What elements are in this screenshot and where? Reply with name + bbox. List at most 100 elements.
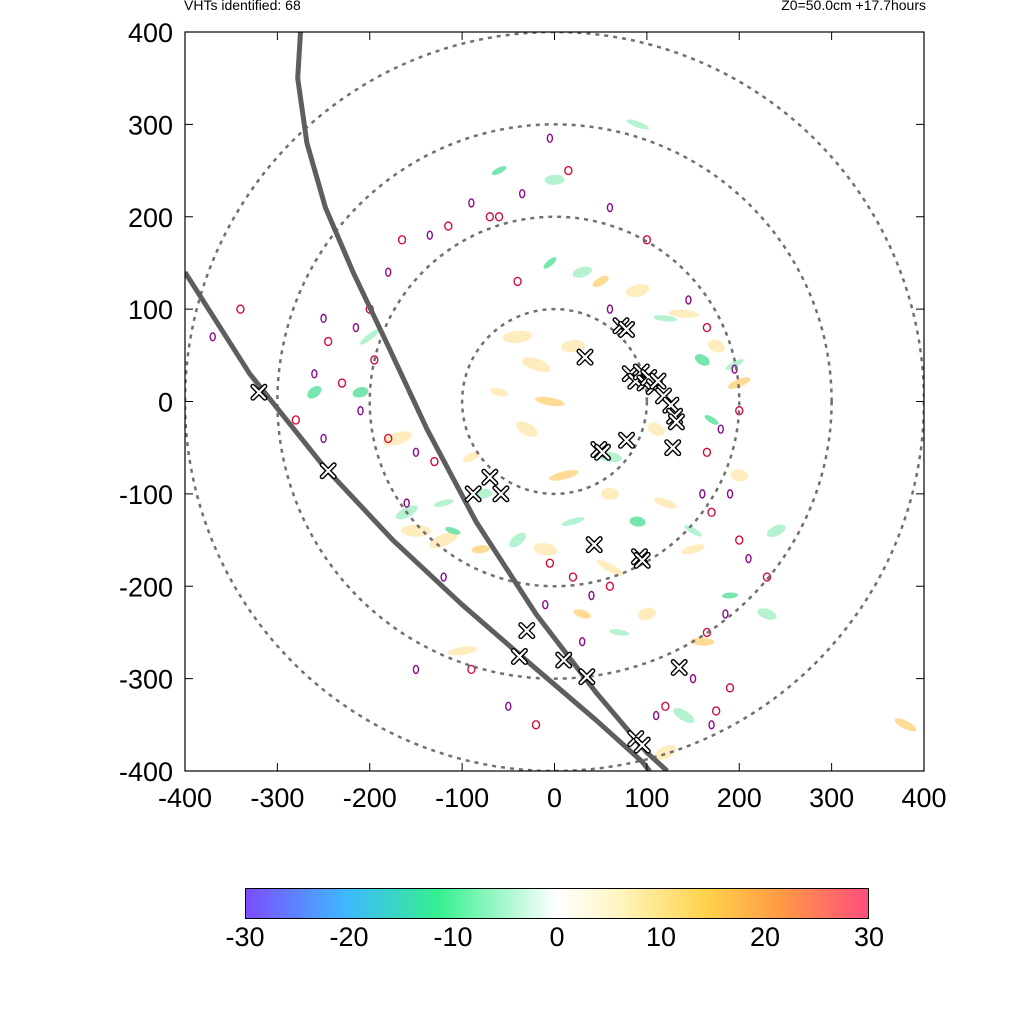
vht-marker <box>633 551 651 569</box>
negative-anomaly-patch <box>609 629 630 636</box>
positive-anomaly-patch <box>549 470 579 481</box>
positive-anomaly-patch <box>490 387 508 397</box>
positive-anomaly-patch <box>533 542 558 556</box>
updraft-contour <box>579 636 586 647</box>
updraft-contour <box>745 553 752 564</box>
vht-marker <box>618 320 636 338</box>
vht-marker <box>555 651 573 669</box>
y-tick-label: 400 <box>128 18 173 48</box>
vht-marker <box>250 383 268 401</box>
updraft-contour <box>531 720 541 730</box>
colorbar-tick-label: 10 <box>645 922 677 952</box>
positive-anomaly-patch <box>654 745 677 760</box>
negative-anomaly-patch <box>491 166 507 175</box>
vht-marker <box>578 668 596 686</box>
updraft-contour <box>652 710 660 721</box>
range-rings-layer <box>185 32 924 771</box>
y-tick-label: 200 <box>128 203 173 233</box>
negative-anomaly-patch <box>561 517 585 526</box>
colorbar-tick-label: 20 <box>749 922 781 952</box>
negative-anomaly-patch <box>433 499 454 507</box>
negative-anomaly-patch <box>509 532 526 548</box>
y-tick-label: -100 <box>119 480 173 510</box>
updraft-contour <box>320 313 327 324</box>
updraft-contour <box>385 267 392 277</box>
vht-marker <box>585 536 603 554</box>
updraft-contour <box>444 221 453 231</box>
updraft-contour <box>337 378 347 388</box>
positive-anomaly-patch <box>521 357 551 373</box>
updraft-contour <box>320 433 327 444</box>
updraft-contour <box>735 406 744 416</box>
negative-anomaly-patch <box>653 315 678 322</box>
positive-anomaly-patch <box>447 646 477 656</box>
range-ring <box>460 307 649 496</box>
positive-anomaly-patch <box>471 545 490 554</box>
updraft-contour <box>605 581 615 591</box>
positive-anomaly-patch <box>668 309 699 318</box>
y-tick-label: 0 <box>158 388 173 418</box>
vht-marker <box>664 439 682 457</box>
vht-marker <box>594 443 612 461</box>
updraft-contour <box>384 433 393 444</box>
y-tick-label: 100 <box>128 295 173 325</box>
updraft-contour <box>568 572 578 582</box>
updraft-contour <box>542 600 549 610</box>
colorbar <box>245 888 869 919</box>
vht-markers-layer <box>250 317 688 754</box>
positive-anomaly-patch <box>400 524 431 537</box>
y-tick-label: -400 <box>119 757 173 787</box>
updraft-contour <box>412 664 420 675</box>
updraft-contour <box>699 489 706 499</box>
x-tick-label: 200 <box>717 783 762 813</box>
negative-anomaly-patch <box>544 174 565 185</box>
updraft-contour <box>403 498 410 508</box>
positive-anomaly-patch <box>383 431 412 446</box>
negative-anomaly-patch <box>629 516 646 527</box>
x-tick-label: -200 <box>343 783 397 813</box>
updraft-contour <box>352 322 360 333</box>
vht-marker <box>492 485 510 503</box>
positive-anomaly-patch <box>573 609 591 619</box>
negative-anomaly-patch <box>352 387 369 398</box>
negative-anomaly-patch <box>673 708 695 724</box>
vht-marker <box>670 659 688 677</box>
updraft-contour <box>440 572 447 582</box>
positive-anomaly-patch <box>638 607 656 621</box>
negative-anomaly-patch <box>704 415 719 425</box>
negative-anomaly-patch <box>694 354 710 366</box>
updraft-contour <box>711 706 721 716</box>
updraft-contour <box>661 701 670 712</box>
updraft-contour <box>209 332 216 342</box>
colorbar-tick-label: 30 <box>853 922 885 952</box>
vht-marker <box>667 413 685 431</box>
negative-anomaly-patch <box>307 386 322 399</box>
x-tick-label: 400 <box>901 783 946 813</box>
positive-anomaly-patch <box>515 421 538 438</box>
vht-marker <box>464 485 482 503</box>
updraft-contour <box>494 212 504 222</box>
updraft-contour <box>702 627 712 638</box>
positive-anomaly-patch <box>653 497 677 509</box>
vht-marker <box>510 647 528 665</box>
updraft-contour <box>702 322 712 333</box>
positive-anomaly-patch <box>592 275 609 288</box>
positive-anomaly-patch <box>728 377 751 389</box>
vht-marker <box>649 372 667 390</box>
negative-anomaly-patch <box>684 525 702 537</box>
updraft-contour <box>722 609 729 619</box>
positive-anomaly-patch <box>730 469 749 482</box>
negative-anomaly-patch <box>626 119 649 130</box>
vht-marker <box>319 462 337 480</box>
range-ring <box>276 123 833 680</box>
vht-marker <box>618 431 636 449</box>
aircraft-track <box>295 32 669 771</box>
vht-marker <box>481 468 499 486</box>
updraft-contour <box>397 235 407 245</box>
updraft-contour <box>708 720 715 730</box>
updraft-contour <box>412 447 420 458</box>
negative-anomaly-patch <box>757 608 777 620</box>
updraft-contour <box>505 701 512 712</box>
updraft-contour <box>430 456 439 467</box>
